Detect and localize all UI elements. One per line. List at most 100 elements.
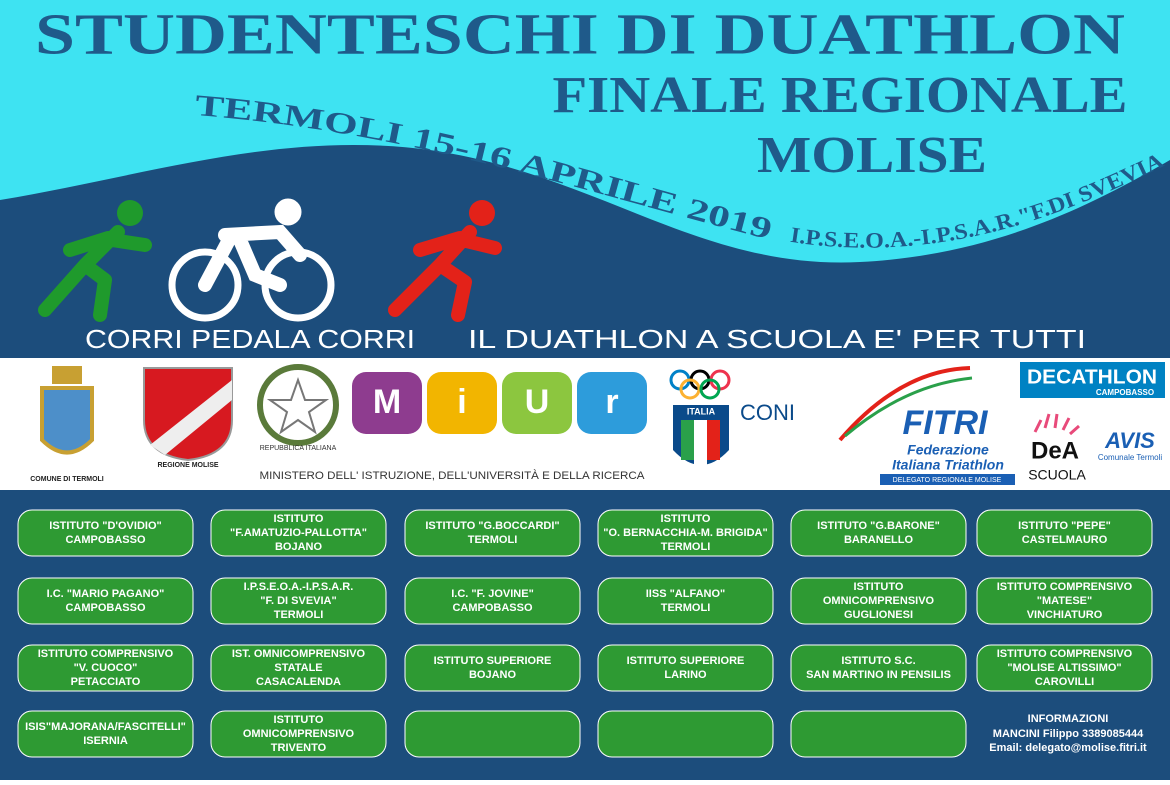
comune-logo: COMUNE DI TERMOLI — [30, 366, 104, 483]
school-pill: ISTITUTO "D'OVIDIO" CAMPOBASSO — [17, 509, 194, 557]
school-pill — [404, 710, 581, 758]
pill-bg — [210, 710, 387, 758]
school-pill: IISS "ALFANO" TERMOLI — [597, 577, 774, 625]
pill-bg — [597, 577, 774, 625]
wave — [0, 145, 1170, 360]
repubblica-logo: REPUBBLICA ITALIANA — [257, 364, 339, 452]
school-pill: ISTITUTO OMNICOMPRENSIVO TRIVENTO — [210, 710, 387, 758]
school-line: ISTITUTO S.C. — [841, 655, 915, 667]
green-runner — [38, 200, 152, 322]
pill-bg — [17, 644, 194, 692]
pill-bg — [976, 577, 1153, 625]
pill-bg — [17, 710, 194, 758]
fitri-logo: FITRI Federazione Italiana Triathlon DEL… — [838, 366, 1015, 485]
school-line: CASACALENDA — [256, 676, 341, 688]
school-line: "MOLISE ALTISSIMO" — [1007, 662, 1121, 674]
pill-bg — [790, 577, 967, 625]
regione-logo: REGIONE MOLISE — [143, 367, 233, 469]
school-line: ISTITUTO "PEPE" — [1018, 520, 1111, 532]
school-line: ISTITUTO — [274, 714, 324, 726]
school-line: GUGLIONESI — [844, 609, 913, 621]
coni-label: CONI — [740, 400, 795, 425]
miur-block — [427, 372, 497, 434]
schools-grid: ISTITUTO "D'OVIDIO" CAMPOBASSO ISTITUTO "F.… — [17, 509, 1153, 758]
school-line: OMNICOMPRENSIVO — [243, 728, 355, 740]
school-line: LARINO — [664, 669, 707, 681]
decathlon-logo: DECATHLON CAMPOBASSO — [1020, 362, 1165, 398]
miur-letter: r — [605, 383, 618, 421]
school-line: VINCHIATURO — [1027, 609, 1103, 621]
school-line: TRIVENTO — [271, 742, 327, 754]
coni-logo: ITALIA CONI — [669, 369, 795, 465]
pill-bg — [210, 509, 387, 557]
school-pill: ISTITUTO "G.BOCCARDI" TERMOLI — [404, 509, 581, 557]
italia-label: ITALIA — [687, 406, 716, 416]
school-line: ISTITUTO COMPRENSIVO — [997, 648, 1133, 660]
region: MOLISE — [757, 127, 987, 184]
info: INFORMAZIONI MANCINI Filippo 3389085444 … — [989, 713, 1147, 754]
school-line: ISTITUTO "G.BOCCARDI" — [425, 520, 559, 532]
school-line: IST. OMNICOMPRENSIVO — [232, 648, 366, 660]
school-line: ISTITUTO SUPERIORE — [434, 655, 552, 667]
decathlon-city: CAMPOBASSO — [1096, 388, 1154, 397]
school-pill: ISIS"MAJORANA/FASCITELLI" ISERNIA — [17, 710, 194, 758]
repubblica-label: REPUBBLICA ITALIANA — [260, 445, 337, 452]
miur-letter: U — [525, 383, 550, 421]
school-pill: ISTITUTO "O. BERNACCHIA-M. BRIGIDA" TERMOL… — [597, 509, 774, 557]
fitri-name: Federazione — [907, 442, 989, 458]
school-line: CAMPOBASSO — [65, 534, 146, 546]
school-pill: I.C. "F. JOVINE" CAMPOBASSO — [404, 577, 581, 625]
school-line: ISTITUTO COMPRENSIVO — [997, 581, 1133, 593]
fitri-sub: DELEGATO REGIONALE MOLISE — [893, 477, 1002, 484]
decathlon-label: DECATHLON — [1027, 366, 1157, 388]
pill-bg — [976, 644, 1153, 692]
info-line: MANCINI Filippo 3389085444 — [993, 728, 1144, 740]
school-line: ISIS"MAJORANA/FASCITELLI" — [25, 721, 186, 733]
school-line: "MATESE" — [1037, 595, 1092, 607]
pill-bg — [976, 509, 1153, 557]
school-pill: ISTITUTO COMPRENSIVO "MOLISE ALTISSIMO" CA… — [976, 644, 1153, 692]
info-line: Email: delegato@molise.fitri.it — [989, 742, 1147, 754]
title: STUDENTESCHI DI DUATHLON — [35, 1, 1125, 66]
school-line: TERMOLI — [661, 602, 711, 614]
school-pill: ISTITUTO "PEPE" CASTELMAURO — [976, 509, 1153, 557]
subtitle: FINALE REGIONALE — [553, 67, 1128, 124]
pill-bg — [404, 509, 581, 557]
pill-bg — [404, 644, 581, 692]
dea-logo: DeA SCUOLA AVIS Comunale Termoli — [1028, 413, 1162, 483]
school-line: ISERNIA — [83, 735, 128, 747]
school-line: CAMPOBASSO — [65, 602, 146, 614]
schools-band — [0, 490, 1170, 780]
school-line: CASTELMAURO — [1022, 534, 1108, 546]
pill-bg — [597, 644, 774, 692]
pill-bg — [17, 509, 194, 557]
school-line: I.C. "F. JOVINE" — [451, 588, 534, 600]
school-line: ISTITUTO "D'OVIDIO" — [49, 520, 161, 532]
avis-label: AVIS — [1104, 428, 1155, 453]
cyclist — [168, 198, 335, 322]
fitri-name: Italiana Triathlon — [892, 457, 1004, 473]
school-line: "V. CUOCO" — [74, 662, 138, 674]
school-line: SAN MARTINO IN PENSILIS — [806, 669, 951, 681]
school-line: ISTITUTO COMPRENSIVO — [38, 648, 174, 660]
pill-bg — [404, 710, 581, 758]
school-line: ISTITUTO — [854, 581, 904, 593]
pill-bg — [17, 577, 194, 625]
pill-bg — [790, 710, 967, 758]
pill-bg — [790, 644, 967, 692]
school-line: "F. DI SVEVIA" — [260, 595, 336, 607]
school-pill: ISTITUTO OMNICOMPRENSIVO GUGLIONESI — [790, 577, 967, 625]
school-pill: ISTITUTO "G.BARONE" BARANELLO — [790, 509, 967, 557]
school-pill: IST. OMNICOMPRENSIVO STATALE CASACALENDA — [210, 644, 387, 692]
school-line: BOJANO — [275, 541, 323, 553]
pill-bg — [790, 509, 967, 557]
miur-block — [352, 372, 422, 434]
school-line: TERMOLI — [661, 541, 711, 553]
school-line: ISTITUTO SUPERIORE — [627, 655, 745, 667]
school-line: BARANELLO — [844, 534, 913, 546]
school-line: "O. BERNACCHIA-M. BRIGIDA" — [603, 527, 767, 539]
red-runner — [388, 200, 502, 322]
school-line: ISTITUTO — [274, 513, 324, 525]
pill-bg — [404, 577, 581, 625]
school-line: TERMOLI — [274, 609, 324, 621]
